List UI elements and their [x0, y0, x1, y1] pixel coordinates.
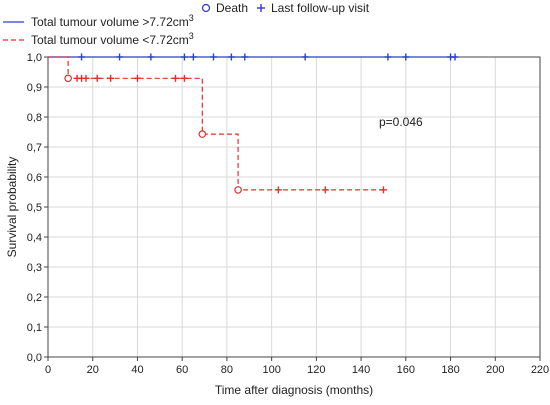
y-tick-label: 0,4	[27, 232, 42, 244]
series-2	[48, 56, 387, 194]
y-axis-label: Survival probability	[5, 157, 19, 258]
death-marker	[64, 74, 72, 83]
legend-death: Death	[201, 1, 248, 15]
legend-series-superscript: 3	[189, 31, 194, 41]
x-tick-label: 40	[131, 364, 143, 376]
y-tick-label: 0,3	[27, 262, 42, 274]
x-tick-label: 80	[221, 364, 233, 376]
grid	[47, 56, 541, 358]
legend-series-label: Total tumour volume <7.72cm3	[31, 31, 194, 47]
censor-marker	[241, 53, 249, 61]
legend-censor: Last follow-up visit	[257, 1, 370, 15]
censor-marker	[321, 186, 329, 194]
censor-marker	[274, 186, 282, 194]
censor-marker	[93, 74, 101, 82]
legend-series-1: Total tumour volume >7.72cm3	[3, 13, 194, 29]
censor-marker	[180, 74, 188, 82]
x-tick-label: 220	[531, 364, 549, 376]
censor-marker	[301, 53, 309, 61]
annotations: p=0.046	[379, 115, 423, 129]
censor-marker	[189, 53, 197, 61]
y-axis: 0,0 0,1 0,2 0,3 0,4 0,5 0,6 0,7 0,8 0,9 1,0	[27, 52, 48, 364]
series-1	[48, 53, 459, 61]
x-axis: 0 20 40 60 80 100 120 140 160 180 200 220	[45, 357, 549, 376]
censor-legend-label: Last follow-up visit	[271, 1, 370, 15]
x-axis-label: Time after diagnosis (months)	[215, 383, 373, 397]
y-tick-label: 0,2	[27, 292, 42, 304]
death-marker	[234, 186, 242, 194]
censor-marker	[402, 53, 410, 61]
censor-marker	[180, 53, 188, 61]
series-line	[48, 56, 384, 191]
death-marker	[198, 130, 207, 138]
legend: Death Last follow-up visit Total tumour vo…	[3, 1, 370, 47]
x-tick-label: 0	[45, 364, 51, 376]
y-tick-label: 0,1	[27, 322, 42, 334]
censor-marker	[384, 53, 392, 61]
censor-marker	[78, 53, 86, 61]
p-value-annotation: p=0.046	[379, 115, 423, 129]
censor-marker	[209, 53, 217, 61]
y-tick-label: 0,6	[27, 172, 42, 184]
censor-marker	[227, 53, 235, 61]
censor-marker	[147, 53, 155, 61]
censor-marker	[451, 53, 459, 61]
x-tick-label: 120	[307, 364, 325, 376]
y-tick-label: 0,8	[27, 112, 42, 124]
y-tick-label: 0,7	[27, 142, 42, 154]
censor-marker	[171, 74, 179, 82]
death-legend-marker	[201, 3, 211, 13]
death-legend-label: Death	[216, 1, 248, 15]
x-tick-label: 180	[441, 364, 459, 376]
y-tick-label: 0,0	[27, 352, 42, 364]
censor-marker	[107, 74, 115, 82]
censor-marker	[116, 53, 124, 61]
x-tick-label: 20	[87, 364, 99, 376]
legend-series-label: Total tumour volume >7.72cm3	[31, 13, 194, 29]
legend-series-2: Total tumour volume <7.72cm3	[3, 31, 194, 47]
censor-marker	[133, 74, 141, 82]
legend-series-superscript: 3	[189, 13, 194, 23]
x-tick-label: 100	[262, 364, 280, 376]
x-tick-label: 200	[486, 364, 504, 376]
series-layer	[48, 53, 459, 194]
x-tick-label: 60	[176, 364, 188, 376]
censor-marker	[82, 74, 90, 82]
y-tick-label: 0,9	[27, 82, 42, 94]
y-tick-label: 1,0	[27, 52, 42, 64]
x-tick-label: 160	[397, 364, 415, 376]
x-tick-label: 140	[352, 364, 370, 376]
y-tick-label: 0,5	[27, 202, 42, 214]
censor-marker	[379, 186, 387, 194]
